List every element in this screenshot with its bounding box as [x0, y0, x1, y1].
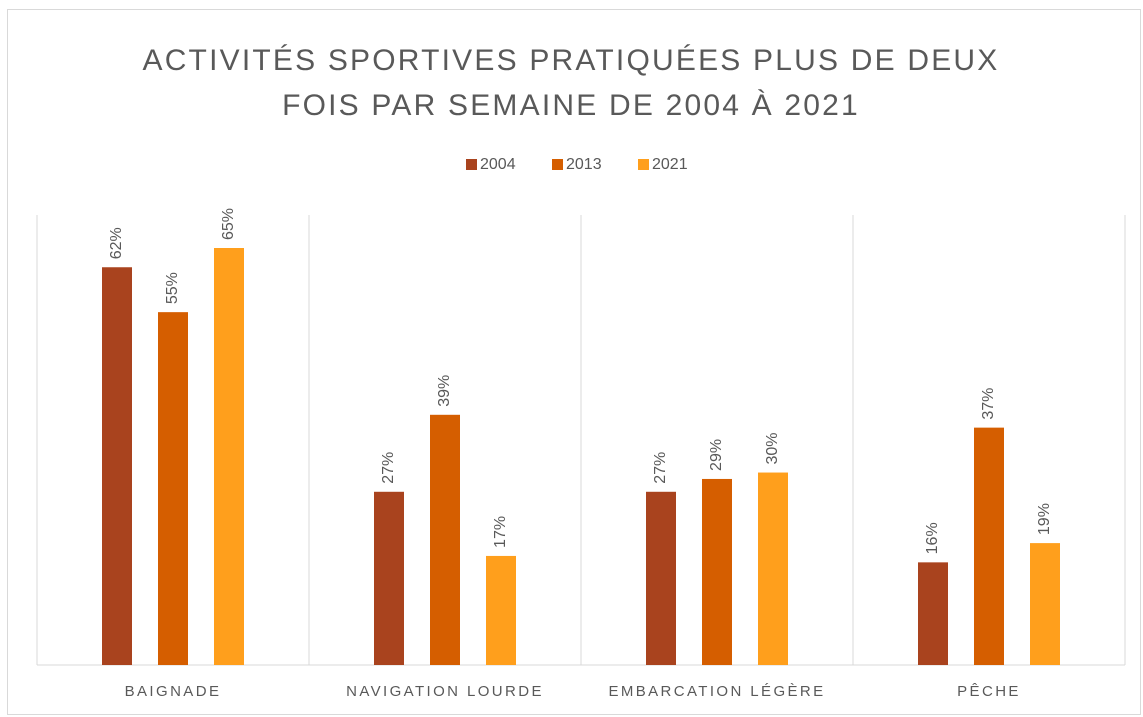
chart-title: ACTIVITÉS SPORTIVES PRATIQUÉES PLUS DE D…: [142, 44, 1000, 122]
data-label: 27%: [380, 452, 397, 484]
bar: [702, 478, 732, 665]
legend-label: 2004: [480, 156, 516, 173]
bar: [102, 267, 132, 665]
bar: [214, 248, 244, 665]
bar: [430, 414, 460, 665]
bar: [374, 491, 404, 665]
bar: [974, 427, 1004, 665]
data-label: 29%: [708, 439, 725, 471]
x-tick-label: EMBARCATION LÉGÈRE: [608, 683, 825, 700]
data-label: 27%: [652, 452, 669, 484]
legend-label: 2013: [566, 156, 602, 173]
data-label: 30%: [764, 433, 781, 465]
bar: [1030, 543, 1060, 665]
chart-frame: [7, 9, 1141, 715]
legend-swatch: [552, 159, 563, 170]
x-tick-label: BAIGNADE: [125, 683, 222, 700]
data-label: 55%: [164, 272, 181, 304]
data-label: 37%: [980, 388, 997, 420]
data-label: 19%: [1036, 503, 1053, 535]
bar: [758, 472, 788, 665]
x-tick-label: NAVIGATION LOURDE: [346, 683, 544, 700]
data-label: 62%: [108, 227, 125, 259]
bar: [158, 312, 188, 665]
x-tick-label: PÊCHE: [957, 683, 1021, 700]
legend-label: 2021: [652, 156, 688, 173]
bar: [486, 555, 516, 665]
legend-swatch: [466, 159, 477, 170]
legend-swatch: [638, 159, 649, 170]
data-label: 65%: [220, 208, 237, 240]
bar: [918, 562, 948, 665]
bar: [646, 491, 676, 665]
data-label: 39%: [436, 375, 453, 407]
data-label: 17%: [492, 516, 509, 548]
data-label: 16%: [924, 522, 941, 554]
